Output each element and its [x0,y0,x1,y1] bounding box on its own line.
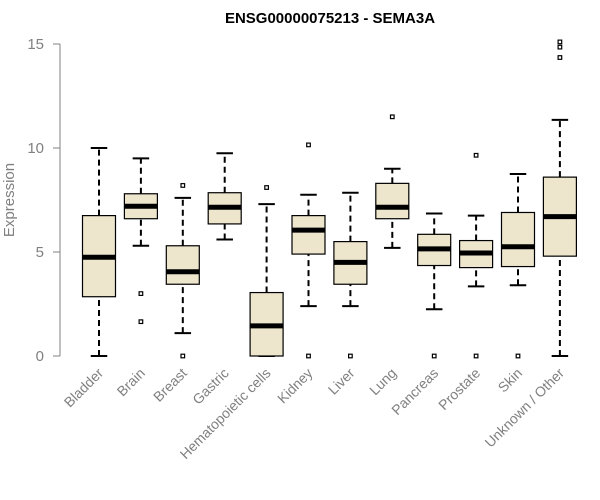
iqr-box [375,182,410,220]
outlier-point [264,185,269,190]
x-tick-label: Unknown / Other [481,365,567,451]
iqr-box [165,245,200,285]
x-tick-label: Liver [325,365,358,398]
box-lung [375,114,410,249]
y-axis-label: Expression [1,163,18,237]
outlier-point [180,183,186,188]
outlier-point [515,353,521,359]
outlier-point [473,353,479,359]
outlier-point [348,353,353,359]
outlier-point [557,39,563,45]
box-hematopoietic-cells [249,185,284,357]
chart-title: ENSG00000075213 - SEMA3A [225,10,435,27]
x-tick-label: Brain [114,365,148,399]
y-tick-label: 10 [27,140,44,157]
x-tick-label: Breast [150,365,190,405]
x-tick-label: Lung [366,365,399,398]
box-skin [500,173,536,359]
box-gastric [207,152,242,241]
iqr-box [291,215,326,255]
y-tick-label: 0 [36,348,44,365]
y-tick-label: 5 [36,244,44,261]
x-tick-label: Skin [495,365,526,396]
box-liver [333,191,368,359]
x-tick-label: Prostate [435,365,483,413]
box-kidney [291,142,326,359]
box-prostate [459,152,494,359]
outlier-point [557,55,563,60]
box-brain [123,157,159,325]
y-tick-label: 15 [27,36,44,53]
outlier-point [431,353,437,359]
outlier-point [557,44,563,50]
x-tick-label: Pancreas [388,365,441,418]
boxes-group [81,39,578,359]
outlier-point [138,319,144,325]
outlier-point [180,353,186,359]
iqr-box [500,211,536,268]
outlier-point [306,353,311,359]
outlier-point [138,291,144,296]
box-unknown-other [542,39,578,357]
y-axis: 0 5 10 15 [27,36,61,365]
box-bladder [81,147,117,357]
box-pancreas [417,212,452,359]
outlier-point [389,114,395,120]
outlier-point [306,142,311,148]
outlier-point [473,152,479,158]
x-tick-label: Kidney [274,365,316,407]
x-tick-label: Bladder [61,365,107,411]
box-breast [165,183,200,359]
